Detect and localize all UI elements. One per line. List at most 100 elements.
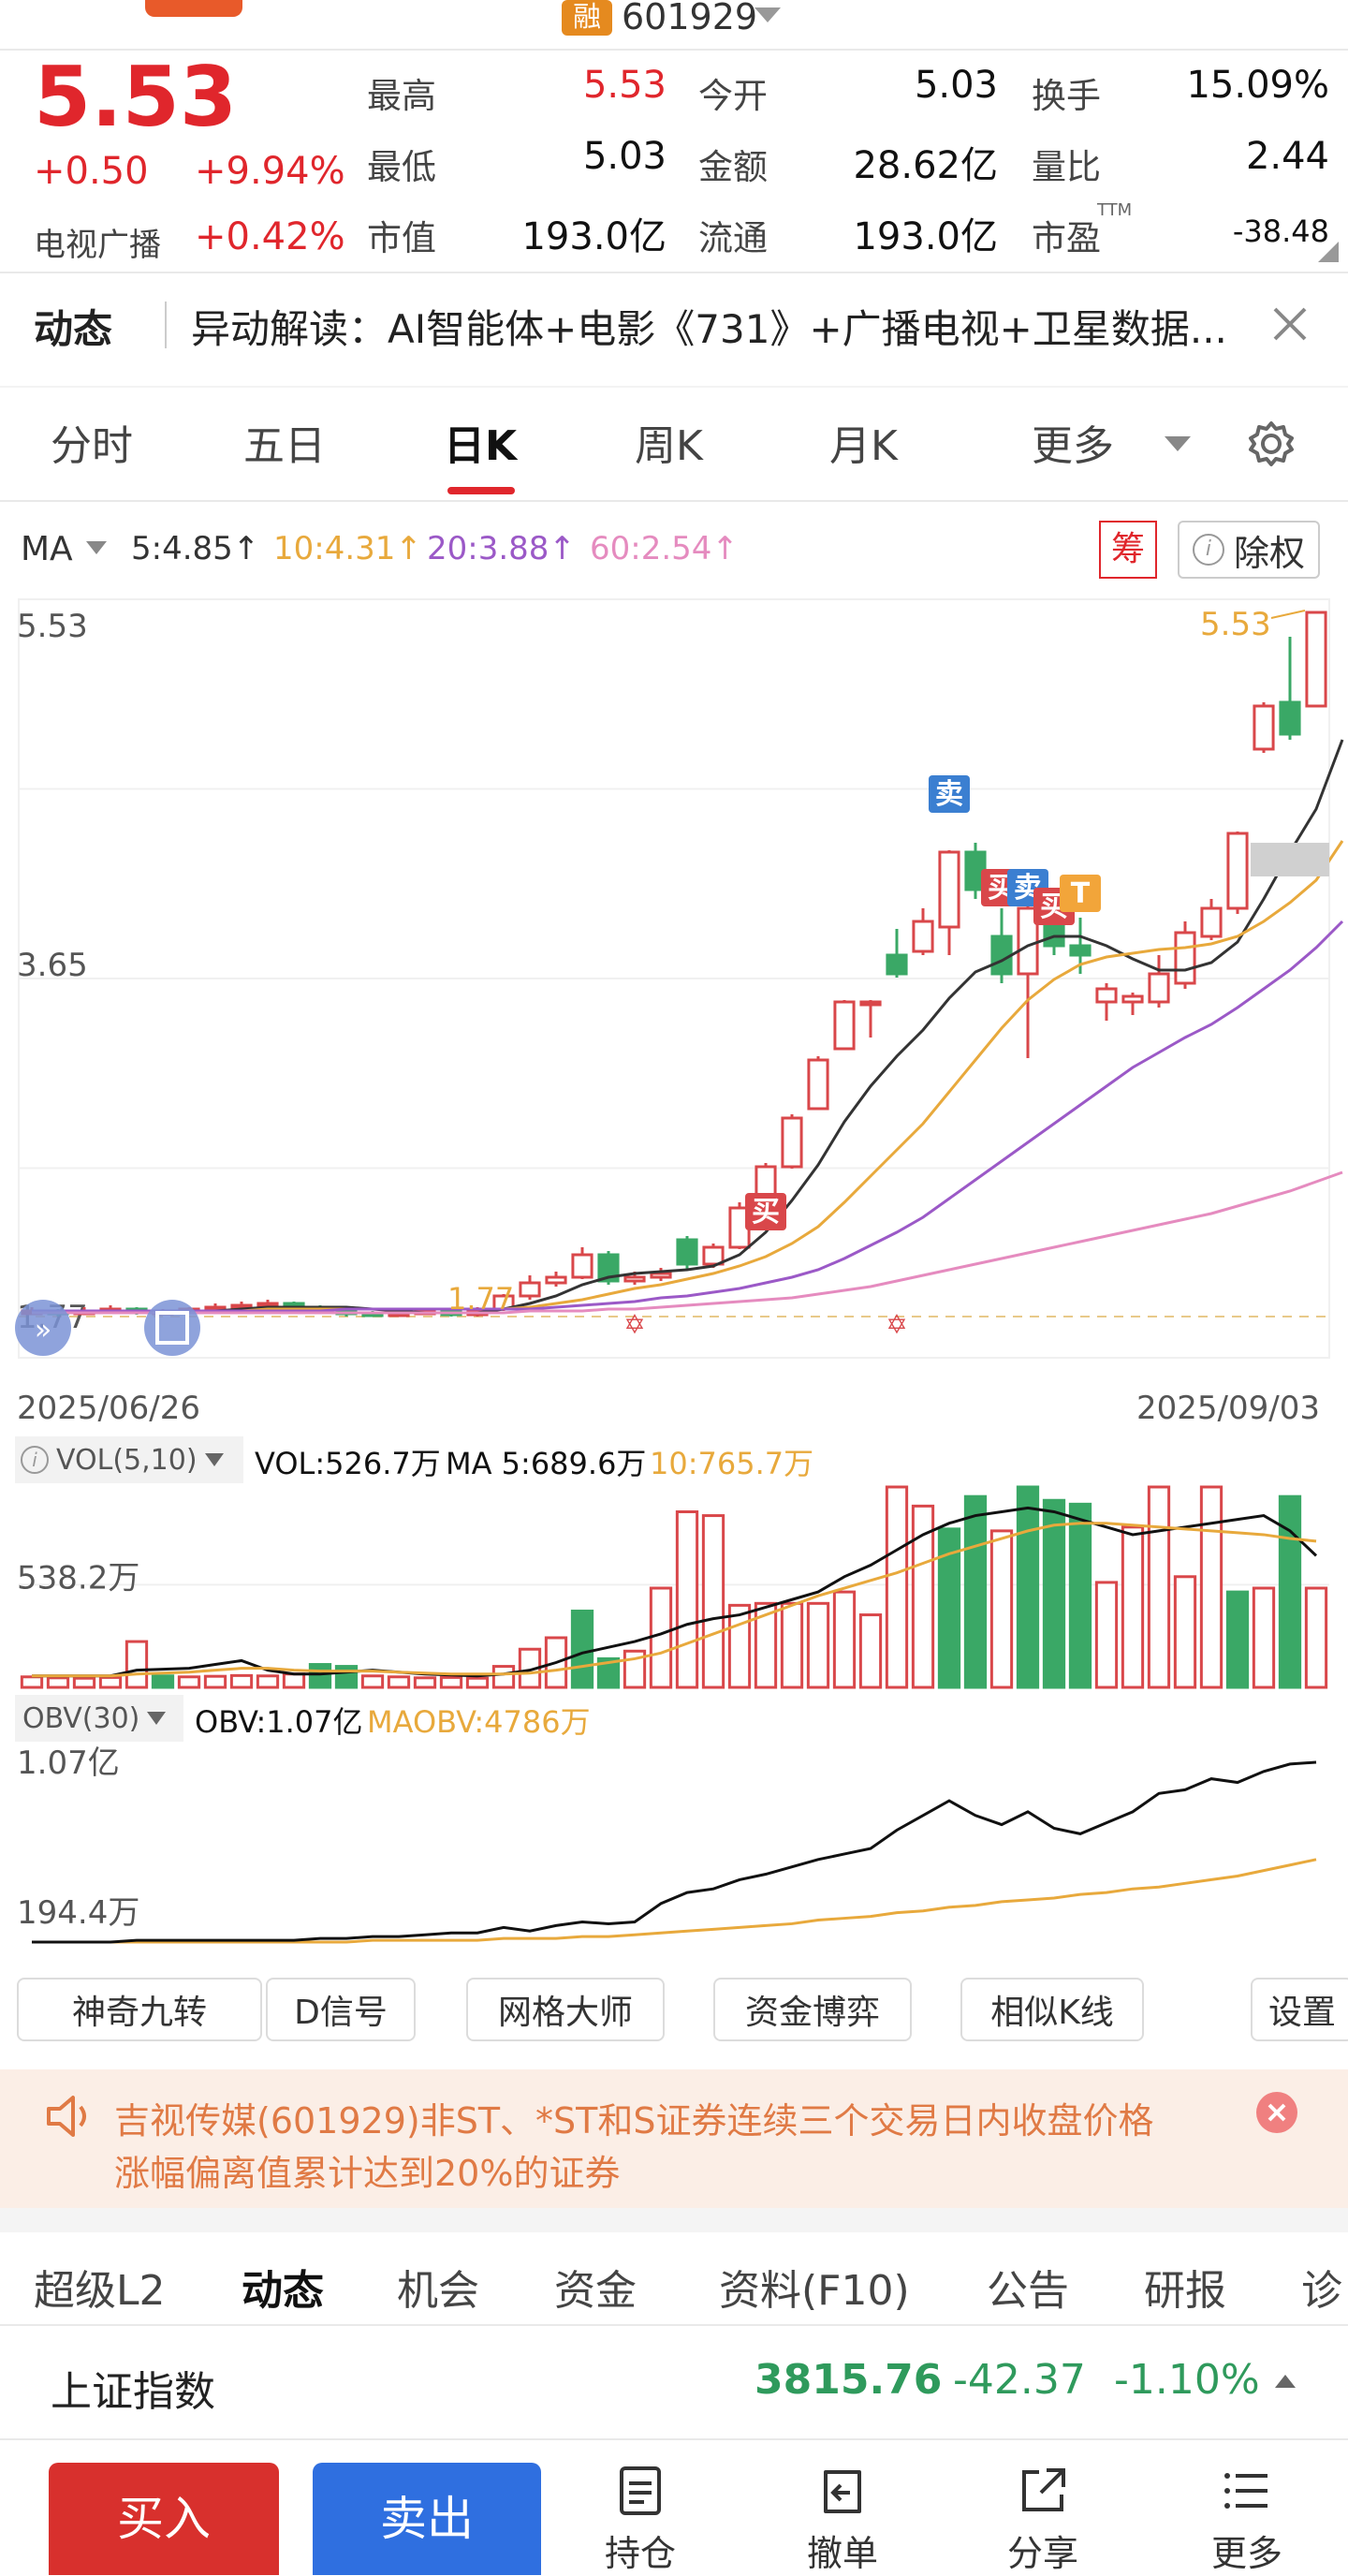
stat-value: 5.53 [582,64,667,107]
more-label: 更多 [1210,2533,1282,2574]
volume-bar [46,1676,70,1689]
notice-banner[interactable]: 吉视传媒(601929)非ST、*ST和S证券连续三个交易日内收盘价格 涨幅偏离… [0,2069,1348,2208]
info-tab[interactable]: 资金 [554,2267,637,2315]
volume-bar [360,1674,385,1689]
candle-body [676,1238,698,1266]
info-tab[interactable]: 诊 [1301,2267,1342,2315]
tool-button[interactable]: 神奇九转 [17,1978,262,2041]
stat-label: 今开 [698,76,768,116]
candle-body [597,1253,620,1283]
volume-bar [1252,1586,1276,1689]
candle [1121,993,1144,1015]
notice-close-icon[interactable] [1256,2092,1297,2133]
index-name[interactable]: 上证指数 [51,2368,215,2416]
exright-button[interactable]: i 除权 [1178,521,1320,579]
candle-body [807,1058,829,1111]
cancel-order-button[interactable]: 撤单 [786,2463,899,2576]
vol-title: VOL(5,10) [56,1443,198,1477]
info-tab[interactable]: 研报 [1144,2267,1226,2315]
more-button[interactable]: 更多 [1191,2463,1303,2576]
info-tab[interactable]: 动态 [242,2267,324,2315]
gear-icon[interactable] [1245,418,1297,470]
share-button[interactable]: 分享 [987,2463,1099,2576]
stat-label: 流通 [698,218,768,258]
chevron-down-icon[interactable] [755,7,781,22]
candle [859,1000,882,1038]
obv-value: OBV:1.07亿 [195,1704,363,1740]
news-headline[interactable]: 异动解读：AI智能体+电影《731》+广播电视+卫星数据... [191,306,1227,352]
volume-bar [256,1674,280,1689]
ma-line-ma60 [32,1170,1343,1315]
candle-body [571,1253,593,1279]
volume-bar [1094,1581,1119,1689]
ma-label[interactable]: MA [21,530,73,568]
chart-end-date: 2025/09/03 [1136,1390,1320,1427]
obv-title: OBV(30) [22,1701,140,1735]
info-tab[interactable]: 资料(F10) [719,2267,910,2315]
info-tab[interactable]: 机会 [397,2267,479,2315]
tab-period[interactable]: 分时 [51,422,133,470]
volume-bar [832,1590,857,1689]
candle-body [650,1272,672,1279]
fullscreen-icon[interactable] [144,1300,200,1356]
obv-indicator-selector[interactable]: OBV(30) [15,1695,183,1742]
close-icon[interactable] [1267,302,1312,346]
y-axis-label: 5.53 [17,608,88,645]
tab-period[interactable]: 日K [444,422,518,470]
expand-corner-icon[interactable] [1318,242,1339,262]
buy-button[interactable]: 买入 [49,2463,279,2575]
candle-body [545,1275,567,1285]
volume-bar [570,1609,594,1689]
candle [1095,983,1118,1021]
volume-chart[interactable]: 538.2万 [0,1483,1348,1695]
tool-button[interactable]: D信号 [266,1978,416,2041]
tab-period[interactable]: 月K [829,422,898,470]
volume-bar [885,1485,909,1689]
chevron-up-icon[interactable] [1275,2375,1296,2388]
index-value: 3815.76 [755,2356,943,2404]
candle [938,850,960,955]
ma-chevron-icon[interactable] [86,541,107,554]
sector-name[interactable]: 电视广播 [34,227,161,264]
volume-bar [649,1586,673,1689]
candle [1017,890,1039,1058]
obv-line [32,1760,1317,1944]
ma5-value: 5:4.85↑ [131,530,260,567]
low-price-label: 1.77 [447,1281,514,1317]
info-tab[interactable]: 公告 [987,2267,1069,2315]
volume-bar [151,1674,175,1689]
candle [781,1114,803,1169]
ma10-value: 10:4.31↑ [273,530,422,567]
volume-bar [1068,1502,1092,1689]
chip-distribution-button[interactable]: 筹 [1099,521,1157,579]
tab-period[interactable]: 更多 [1032,422,1114,470]
obv-chart[interactable]: 1.07亿 194.4万 [0,1742,1348,1957]
tool-button[interactable]: 资金博弈 [713,1978,912,2041]
tab-period[interactable]: 周K [635,422,703,470]
volume-bar [308,1663,332,1689]
candle-body [1174,931,1196,985]
exright-label: 除权 [1233,532,1305,574]
candle [545,1272,567,1287]
notice-text-line2: 涨幅偏离值累计达到20%的证券 [114,2153,621,2194]
tab-period[interactable]: 五日 [243,422,326,470]
candle [1200,899,1223,940]
vol-indicator-selector[interactable]: i VOL(5,10) [15,1436,243,1483]
vol-y-axis-label: 538.2万 [17,1559,139,1597]
info-tab[interactable]: 超级L2 [34,2267,166,2315]
stock-code[interactable]: 601929 [622,0,758,37]
scroll-left-icon[interactable]: » [15,1300,71,1356]
holdings-button[interactable]: 持仓 [584,2463,696,2576]
tool-button[interactable]: 网格大师 [466,1978,665,2041]
sell-button[interactable]: 卖出 [313,2463,541,2575]
obv-y-axis-label: 1.07亿 [17,1744,120,1782]
settings-button[interactable]: 设置 [1251,1978,1348,2041]
stat-label: 市盈 [1032,218,1101,258]
volume-bar [1016,1485,1040,1689]
trade-signal-badge [929,775,970,813]
volume-bar [701,1514,725,1689]
tool-button[interactable]: 相似K线 [960,1978,1144,2041]
vol-ma5-value: MA 5:689.6万 [446,1446,647,1481]
more-chevron-icon[interactable] [1165,436,1191,451]
